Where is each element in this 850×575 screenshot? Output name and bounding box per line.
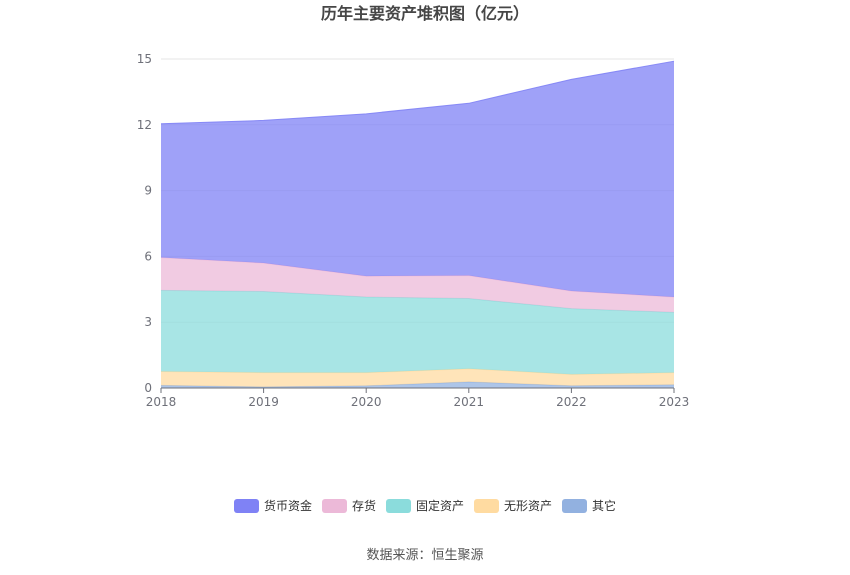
legend-label: 货币资金 [264, 498, 312, 513]
line-货币资金 [160, 60, 675, 125]
legend-item: 存货 [322, 498, 376, 513]
legend-item: 其它 [562, 498, 616, 513]
legend-label: 无形资产 [504, 499, 552, 513]
legend-item: 无形资产 [474, 499, 552, 513]
y-tick-label: 0 [144, 381, 152, 395]
area-存货 [161, 257, 674, 313]
y-tick-label: 6 [144, 249, 152, 263]
legend-swatch [322, 499, 347, 513]
legend-swatch [386, 499, 411, 513]
legend-swatch [474, 499, 499, 513]
y-tick-label: 3 [144, 315, 152, 329]
y-tick-label: 9 [144, 184, 152, 198]
data-source: 数据来源：恒生聚源 [366, 548, 483, 563]
legend-label: 其它 [592, 498, 616, 513]
axes: 0 3 6 9 12 15 2018 2019 2020 2021 2022 2023 [137, 52, 690, 409]
legend-swatch [234, 499, 259, 513]
area-其它 [161, 381, 674, 388]
legend-item: 固定资产 [386, 498, 464, 513]
area-固定资产 [161, 290, 674, 375]
legend-item: 货币资金 [234, 498, 312, 513]
x-tick-label: 2023 [659, 395, 690, 409]
area-货币资金 [161, 61, 674, 297]
x-tick-label: 2021 [454, 395, 485, 409]
y-tick-label: 15 [137, 52, 152, 66]
chart-title: 历年主要资产堆积图（亿元） [321, 4, 529, 23]
legend-label: 存货 [352, 498, 376, 513]
legend: 货币资金 存货 固定资产 无形资产 其它 [234, 498, 616, 513]
x-tick-label: 2018 [146, 395, 177, 409]
x-tick-label: 2020 [351, 395, 382, 409]
area-series [160, 60, 675, 388]
legend-label: 固定资产 [416, 498, 464, 513]
x-tick-label: 2019 [248, 395, 279, 409]
y-tick-label: 12 [137, 118, 152, 132]
x-tick-label: 2022 [556, 395, 587, 409]
legend-swatch [562, 499, 587, 513]
